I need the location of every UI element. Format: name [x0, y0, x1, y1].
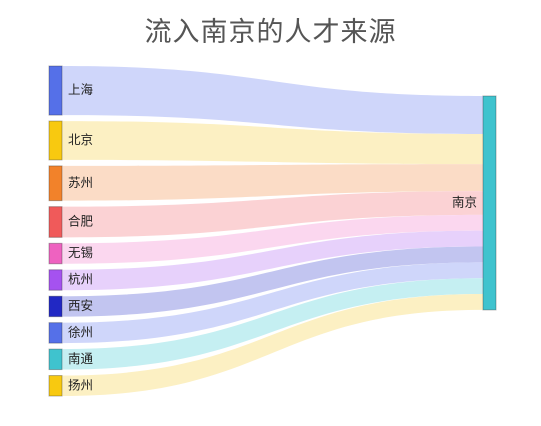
source-label-8: 徐州 — [68, 324, 93, 339]
source-label-6: 杭州 — [68, 272, 93, 287]
source-label-9: 南通 — [68, 351, 94, 366]
flow-link-10 — [62, 294, 483, 396]
source-label-10: 扬州 — [68, 377, 93, 392]
chart-title: 流入南京的人才来源 — [144, 17, 397, 48]
flow-link-9 — [62, 278, 483, 370]
flow-link-4 — [62, 191, 483, 238]
flow-link-6 — [62, 230, 483, 291]
flow-link-1 — [62, 66, 483, 135]
source-node-3 — [48, 165, 63, 202]
flow-link-7 — [62, 246, 483, 317]
source-node-1 — [48, 65, 63, 116]
source-label-4: 合肥 — [68, 214, 94, 229]
source-node-7 — [48, 295, 63, 318]
source-node-4 — [48, 206, 63, 238]
source-node-8 — [48, 322, 63, 344]
source-label-7: 西安 — [68, 298, 93, 313]
sankey-nodes — [48, 65, 497, 397]
source-node-10 — [48, 375, 63, 397]
sankey-links — [62, 66, 483, 396]
flow-link-2 — [62, 121, 483, 165]
source-node-2 — [48, 120, 63, 161]
source-label-1: 上海 — [68, 82, 94, 97]
source-node-9 — [48, 348, 63, 371]
target-node — [482, 95, 497, 311]
source-label-2: 北京 — [68, 132, 93, 147]
target-label: 南京 — [452, 194, 477, 209]
source-label-5: 无锡 — [68, 245, 93, 260]
flow-link-5 — [62, 214, 483, 264]
source-node-5 — [48, 242, 63, 265]
source-label-3: 苏州 — [68, 175, 93, 190]
flow-link-8 — [62, 262, 483, 344]
flow-link-3 — [62, 164, 483, 201]
source-node-6 — [48, 269, 63, 291]
